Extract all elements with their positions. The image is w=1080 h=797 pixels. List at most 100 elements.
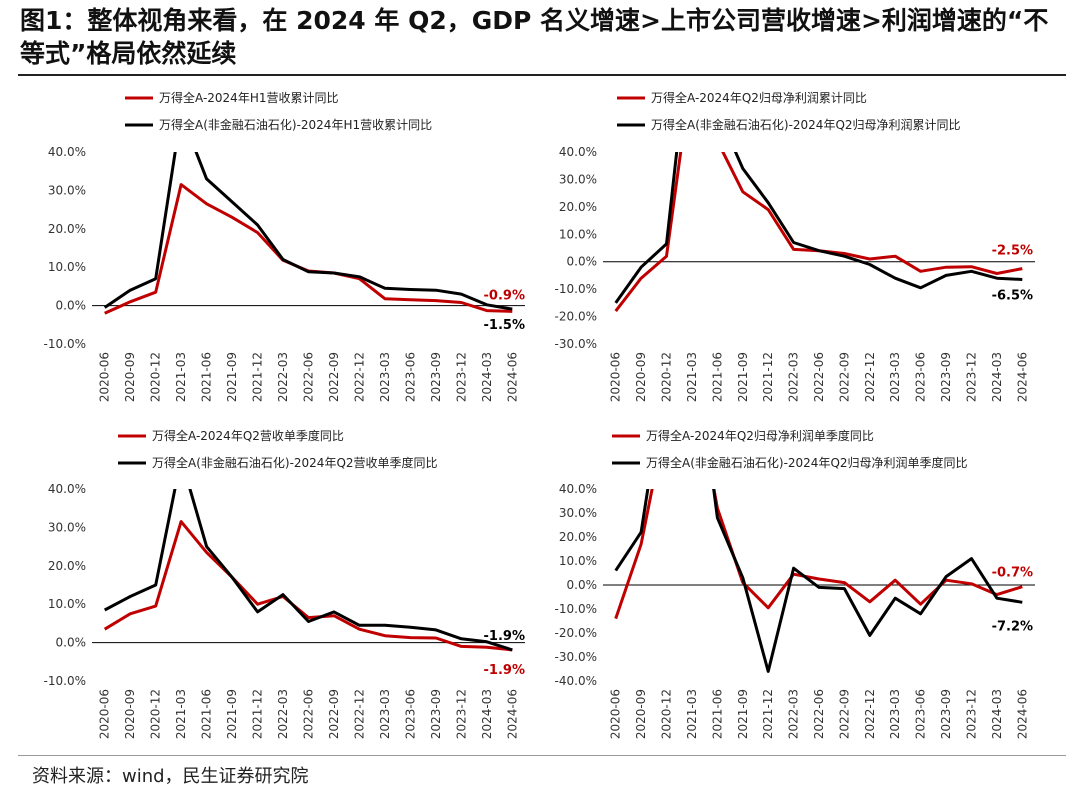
- y-tick-label: -30.0%: [555, 650, 597, 664]
- x-tick-label: 2021-06: [710, 689, 724, 739]
- x-tick-label: 2022-09: [837, 689, 851, 739]
- series-line-2: [614, 489, 1023, 673]
- y-tick-label: 30.0%: [48, 183, 86, 197]
- x-tick-label: 2022-06: [812, 352, 826, 402]
- x-tick-label: 2021-06: [710, 352, 724, 402]
- y-tick-label: 40.0%: [48, 145, 86, 159]
- x-tick-label: 2024-06: [505, 689, 519, 739]
- x-tick-label: 2021-12: [761, 352, 775, 402]
- x-tick-label: 2022-12: [863, 689, 877, 739]
- y-tick-label: 40.0%: [48, 482, 86, 496]
- x-tick-label: 2020-09: [634, 352, 648, 402]
- x-tick-label: 2023-06: [403, 689, 417, 739]
- legend-label: 万得全A-2024年Q2营收单季度同比: [152, 428, 344, 443]
- y-tick-label: 40.0%: [559, 482, 597, 496]
- x-tick-label: 2023-06: [403, 352, 417, 402]
- legend-label: 万得全A(非金融石油石化)-2024年Q2营收单季度同比: [152, 455, 438, 470]
- y-tick-label: -20.0%: [555, 626, 597, 640]
- x-tick-label: 2021-06: [200, 689, 214, 739]
- y-tick-label: 10.0%: [48, 597, 86, 611]
- legend-label: 万得全A(非金融石油石化)-2024年H1营收累计同比: [159, 117, 432, 132]
- x-tick-label: 2022-09: [327, 689, 341, 739]
- data-label: -0.9%: [484, 288, 525, 303]
- x-tick-label: 2024-03: [480, 689, 494, 739]
- x-tick-label: 2022-09: [327, 352, 341, 402]
- x-tick-label: 2023-09: [939, 689, 953, 739]
- y-tick-label: -20.0%: [555, 310, 597, 324]
- x-tick-label: 2023-12: [964, 352, 978, 402]
- x-tick-label: 2022-12: [352, 689, 366, 739]
- series-line-2: [103, 489, 513, 652]
- x-tick-label: 2022-06: [302, 352, 316, 402]
- y-tick-label: 20.0%: [559, 530, 597, 544]
- series-line-2: [614, 152, 1023, 304]
- x-tick-label: 2023-09: [429, 689, 443, 739]
- data-label: -7.2%: [992, 619, 1033, 634]
- x-tick-label: 2021-12: [761, 689, 775, 739]
- chart-2: -30.0% -20.0% -10.0% 0.0% 10.0% 20.0% 30.0% 40.…: [555, 90, 1035, 402]
- source-divider: [18, 755, 1066, 756]
- x-tick-label: 2022-03: [787, 689, 801, 739]
- x-tick-label: 2023-12: [964, 689, 978, 739]
- y-tick-label: 20.0%: [48, 222, 86, 236]
- x-tick-label: 2024-03: [990, 352, 1004, 402]
- y-tick-label: 20.0%: [48, 559, 86, 573]
- x-tick-label: 2021-03: [174, 352, 188, 402]
- data-label: -1.9%: [484, 663, 525, 678]
- data-label: -6.5%: [992, 289, 1033, 304]
- x-tick-label: 2021-03: [685, 689, 699, 739]
- x-tick-label: 2022-09: [837, 352, 851, 402]
- data-label: -1.9%: [484, 629, 525, 644]
- chart-1: -10.0% 0.0% 10.0% 20.0% 30.0% 40.0% 2020-06 202…: [44, 90, 525, 402]
- y-tick-label: -10.0%: [555, 282, 597, 296]
- x-tick-label: 2020-06: [98, 689, 112, 739]
- chart-3: -10.0% 0.0% 10.0% 20.0% 30.0% 40.0% 2020-06 202…: [44, 428, 525, 739]
- x-tick-label: 2020-06: [98, 352, 112, 402]
- x-tick-label: 2023-03: [888, 352, 902, 402]
- x-tick-label: 2021-03: [685, 352, 699, 402]
- x-tick-label: 2023-03: [888, 689, 902, 739]
- data-label: -2.5%: [992, 244, 1033, 259]
- y-tick-label: 10.0%: [559, 554, 597, 568]
- x-tick-label: 2020-06: [609, 689, 623, 739]
- x-tick-label: 2020-12: [149, 352, 163, 402]
- x-tick-label: 2022-12: [863, 352, 877, 402]
- x-tick-label: 2022-06: [812, 689, 826, 739]
- x-tick-label: 2021-12: [251, 352, 265, 402]
- x-tick-label: 2023-09: [939, 352, 953, 402]
- x-tick-label: 2023-03: [378, 689, 392, 739]
- x-tick-label: 2023-06: [914, 689, 928, 739]
- x-tick-label: 2024-06: [505, 352, 519, 402]
- x-tick-label: 2024-03: [990, 689, 1004, 739]
- y-tick-label: -30.0%: [555, 337, 597, 351]
- series-line-1: [614, 152, 1023, 313]
- x-tick-label: 2022-03: [276, 352, 290, 402]
- title-divider: [18, 74, 1066, 76]
- x-tick-label: 2021-06: [200, 352, 214, 402]
- x-tick-label: 2020-09: [123, 689, 137, 739]
- y-tick-label: 0.0%: [56, 299, 87, 313]
- figure-title: 图1：整体视角来看，在 2024 年 Q2，GDP 名义增速>上市公司营收增速>…: [20, 6, 1049, 68]
- y-tick-label: 30.0%: [48, 520, 86, 534]
- series-line-1: [614, 489, 1023, 620]
- y-tick-label: 0.0%: [567, 255, 598, 269]
- x-tick-label: 2020-09: [123, 352, 137, 402]
- x-tick-label: 2023-12: [454, 352, 468, 402]
- x-tick-label: 2020-12: [660, 689, 674, 739]
- x-tick-label: 2023-03: [378, 352, 392, 402]
- data-label: -1.5%: [484, 318, 525, 333]
- x-tick-label: 2021-12: [251, 689, 265, 739]
- x-tick-label: 2021-09: [736, 352, 750, 402]
- x-tick-label: 2024-06: [1015, 352, 1029, 402]
- y-tick-label: -10.0%: [555, 602, 597, 616]
- source-note: 资料来源：wind，民生证券研究院: [32, 766, 309, 787]
- x-tick-label: 2021-09: [225, 689, 239, 739]
- x-tick-label: 2020-12: [149, 689, 163, 739]
- legend-label: 万得全A(非金融石油石化)-2024年Q2归母净利润累计同比: [651, 117, 961, 132]
- x-tick-label: 2023-09: [429, 352, 443, 402]
- y-tick-label: 30.0%: [559, 172, 597, 186]
- x-tick-label: 2023-06: [914, 352, 928, 402]
- legend-label: 万得全A-2024年H1营收累计同比: [159, 90, 338, 105]
- y-tick-label: -10.0%: [44, 674, 86, 688]
